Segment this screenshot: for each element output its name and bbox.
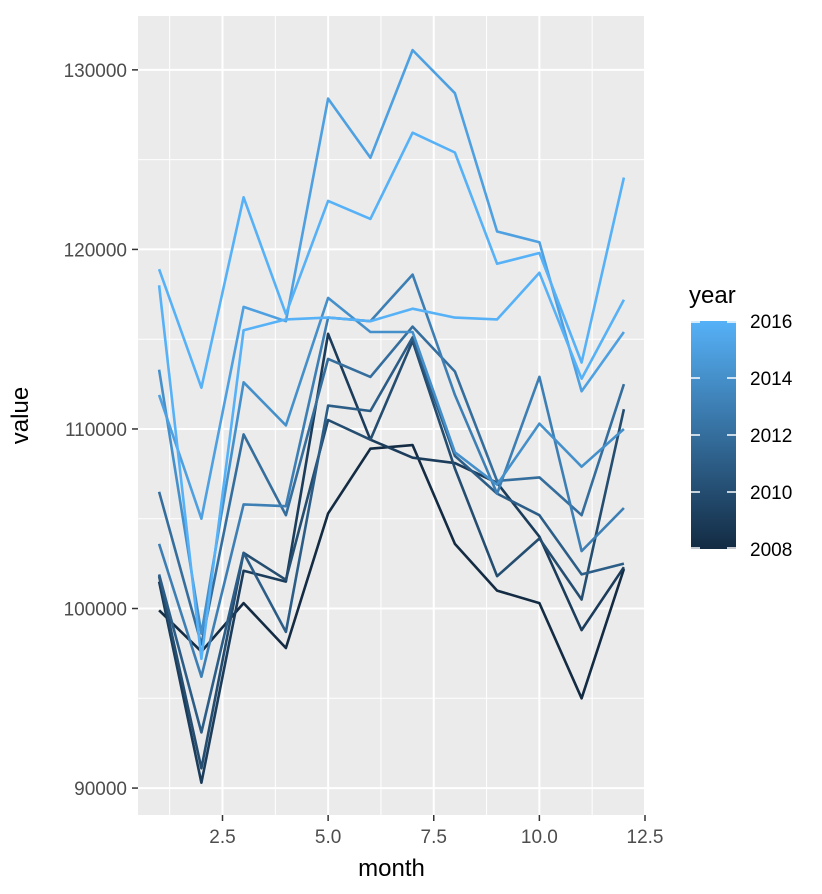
y-axis: 90000 100000 110000 120000 130000 bbox=[64, 61, 138, 800]
series-line-2010 bbox=[157, 339, 626, 770]
x-axis-title: month bbox=[358, 855, 425, 882]
series-line-2016 bbox=[157, 271, 626, 661]
series-line-2013 bbox=[157, 273, 625, 679]
series-line-2012 bbox=[157, 325, 626, 646]
legend-title: year bbox=[689, 282, 736, 309]
y-tick-label: 130000 bbox=[64, 61, 127, 82]
x-tick-label: 2.5 bbox=[209, 827, 235, 848]
series-line-2009 bbox=[157, 332, 625, 785]
y-tick-label: 90000 bbox=[74, 779, 127, 800]
x-tick-label: 7.5 bbox=[421, 827, 447, 848]
y-tick-label: 100000 bbox=[64, 600, 127, 621]
legend-tick-label: 2010 bbox=[750, 483, 792, 504]
series-lines bbox=[157, 48, 626, 785]
y-tick-label: 110000 bbox=[65, 420, 127, 441]
x-tick-label: 10.0 bbox=[521, 827, 558, 848]
x-axis: 2.5 5.0 7.5 10.0 12.5 bbox=[209, 815, 663, 848]
legend: year 2008 2010 2012 2014 2016 bbox=[689, 282, 793, 561]
legend-ticks: 2008 2010 2012 2014 2016 bbox=[691, 312, 793, 561]
series-line-2015 bbox=[157, 48, 625, 521]
legend-tick-label: 2014 bbox=[750, 369, 793, 390]
series-line-2011 bbox=[157, 336, 625, 734]
series-line-2014 bbox=[157, 296, 625, 636]
x-tick-label: 5.0 bbox=[315, 827, 341, 848]
series-line-2016 bbox=[157, 131, 626, 390]
x-tick-label: 12.5 bbox=[627, 827, 664, 848]
legend-tick-label: 2008 bbox=[750, 540, 792, 561]
y-tick-label: 120000 bbox=[64, 240, 127, 261]
y-axis-title: value bbox=[7, 387, 34, 444]
plot-panel bbox=[138, 16, 645, 815]
legend-tick-label: 2012 bbox=[750, 426, 792, 447]
legend-tick-label: 2016 bbox=[750, 312, 792, 333]
